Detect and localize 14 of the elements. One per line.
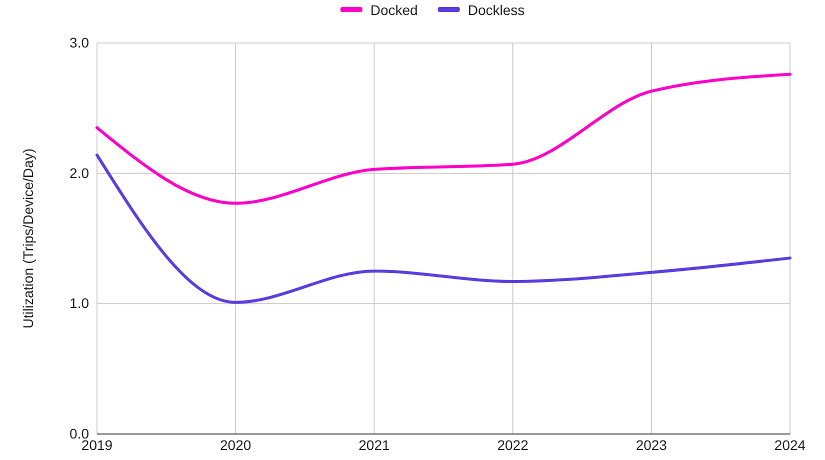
x-tick-label: 2022: [497, 436, 529, 453]
y-tick-label: 2.0: [70, 164, 90, 181]
legend-label: Dockless: [468, 2, 525, 18]
line-series: [96, 72, 792, 205]
line-series: [96, 154, 792, 304]
x-tick-label: 2024: [774, 436, 806, 453]
x-tick-label: 2023: [636, 436, 668, 453]
y-tick-label: 3.0: [70, 34, 90, 50]
x-tick-label: 2020: [220, 436, 252, 453]
y-tick-label: 0.0: [70, 425, 90, 442]
y-tick-label: 1.0: [70, 295, 90, 312]
legend-label: Docked: [370, 2, 418, 18]
x-tick-label: 2021: [358, 436, 390, 453]
y-axis-title: Utilization (Trips/Device/Day): [20, 148, 36, 328]
